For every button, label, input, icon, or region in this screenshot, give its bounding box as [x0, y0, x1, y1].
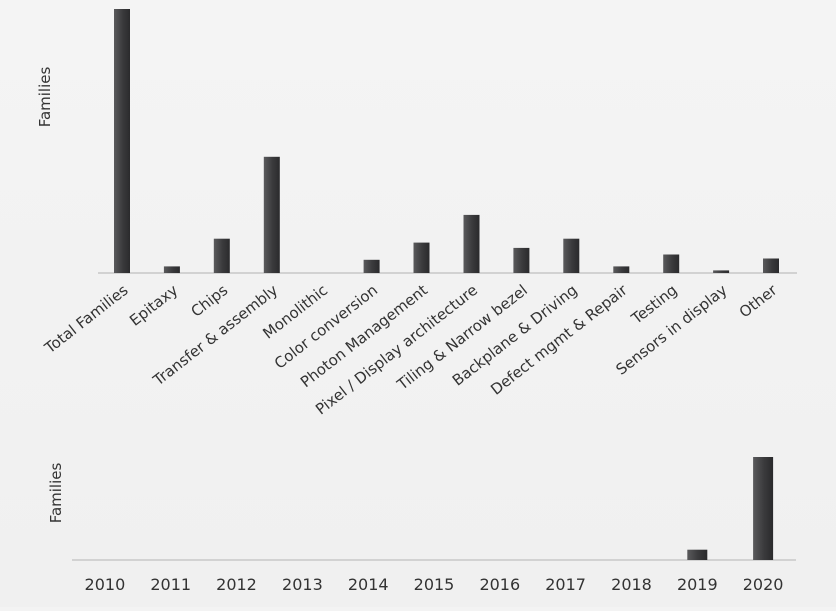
x-tick-label-epitaxy: Epitaxy — [126, 281, 181, 330]
bar-pixel-display-architecture — [463, 214, 480, 273]
chart-bottom-bars — [687, 457, 774, 560]
bar-backplane-driving — [563, 238, 580, 273]
x-tick-label-2019: 2019 — [677, 575, 718, 594]
bar-chips — [213, 238, 230, 273]
x-tick-label-2017: 2017 — [545, 575, 586, 594]
x-tick-label-other: Other — [736, 280, 781, 321]
bar-year-2020 — [753, 457, 774, 560]
x-tick-label-2016: 2016 — [479, 575, 520, 594]
x-tick-label-2011: 2011 — [150, 575, 191, 594]
bar-transfer-assembly — [263, 156, 280, 273]
x-tick-label-2013: 2013 — [282, 575, 323, 594]
chart-bottom-tick-labels: 2010 2011 2012 2013 2014 2015 2016 2017 2018 2019… — [85, 575, 784, 594]
chart-bottom-y-axis-label: Families — [47, 463, 65, 524]
bar-testing — [663, 254, 680, 273]
bar-color-conversion — [363, 259, 380, 273]
x-tick-label-2012: 2012 — [216, 575, 257, 594]
bar-year-2019 — [687, 549, 708, 560]
bar-other — [763, 258, 779, 273]
x-tick-label-2018: 2018 — [611, 575, 652, 594]
bar-tiling-narrow-bezel — [513, 247, 530, 273]
bar-epitaxy — [163, 266, 180, 273]
x-tick-label-2020: 2020 — [743, 575, 784, 594]
x-tick-label-2014: 2014 — [348, 575, 389, 594]
chart-top-bars — [114, 9, 779, 273]
bar-sensors-in-display — [713, 270, 730, 273]
bar-total-families — [114, 9, 130, 273]
x-tick-label-total-families: Total Families — [40, 281, 131, 358]
chart-top-y-axis-label: Families — [36, 67, 54, 128]
chart-bottom: Families 2010 2011 2012 2013 2014 2015 2016 201… — [47, 457, 796, 594]
x-tick-label-2015: 2015 — [414, 575, 455, 594]
bar-defect-mgmt-repair — [613, 266, 630, 273]
bar-photon-management — [413, 242, 430, 273]
x-tick-label-2010: 2010 — [85, 575, 126, 594]
x-tick-label-chips: Chips — [187, 281, 231, 321]
